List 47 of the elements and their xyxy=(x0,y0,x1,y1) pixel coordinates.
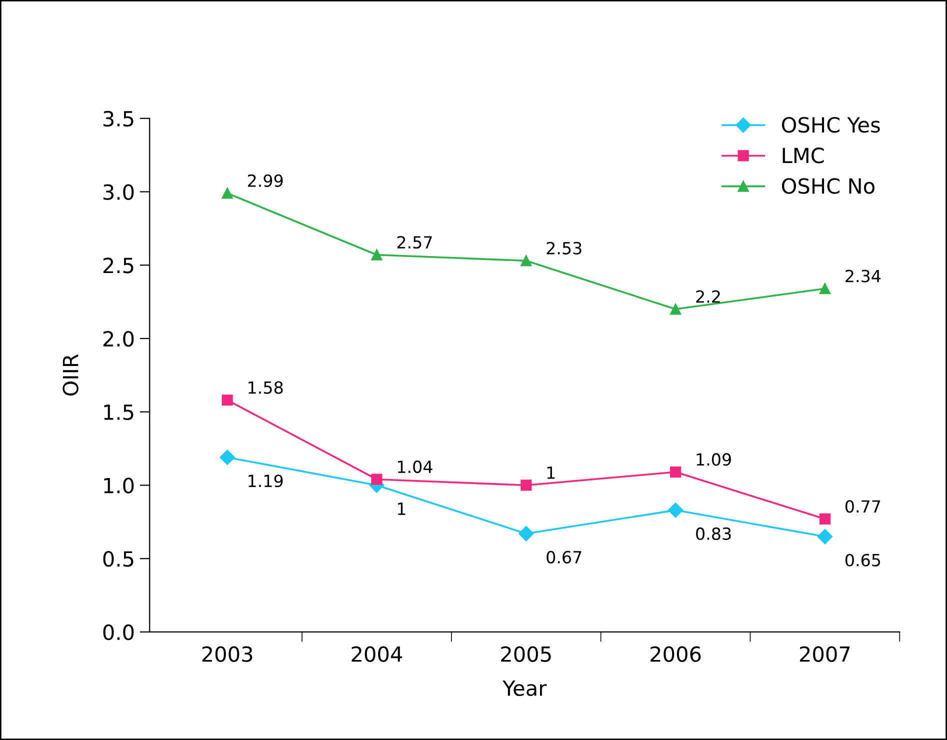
point xyxy=(819,283,830,294)
x-tick-label: 2006 xyxy=(650,646,701,662)
point xyxy=(819,513,830,525)
y-tick-label: 0.0 xyxy=(103,624,134,640)
point xyxy=(518,526,534,542)
x-tick-label: 2005 xyxy=(501,646,551,662)
point xyxy=(222,394,233,406)
point xyxy=(670,466,682,478)
y-tick-label: 0.5 xyxy=(103,551,134,567)
data-label: 0.77 xyxy=(845,500,880,513)
point xyxy=(220,450,235,465)
data-label: 1.58 xyxy=(248,381,283,394)
point xyxy=(817,529,833,544)
x-tick-label: 2003 xyxy=(202,646,252,662)
x-tick-label: 2004 xyxy=(352,646,402,662)
point xyxy=(222,188,233,199)
data-label: 0.83 xyxy=(696,527,731,540)
y-tick-label: 2.0 xyxy=(103,330,134,347)
point xyxy=(371,249,382,260)
point xyxy=(668,502,684,518)
data-label: 0.67 xyxy=(546,550,582,564)
data-label: 1.19 xyxy=(248,474,283,488)
point xyxy=(520,255,532,266)
data-label: 1.04 xyxy=(398,460,432,474)
point xyxy=(371,474,382,485)
data-label: 2.2 xyxy=(696,290,720,303)
point xyxy=(520,480,532,491)
data-label: 2.57 xyxy=(397,236,432,249)
point xyxy=(670,304,682,315)
data-label: 1 xyxy=(398,502,406,515)
data-label: 2.34 xyxy=(846,270,881,282)
x-axis-title: Year xyxy=(502,680,547,696)
y-tick-label: 1.5 xyxy=(104,404,134,420)
data-label: 2.99 xyxy=(248,174,283,187)
legend-label: OSHC No xyxy=(782,178,874,194)
data-label: 2.53 xyxy=(546,242,582,254)
legend-label: LMC xyxy=(782,148,824,164)
legend-label: OSHC Yes xyxy=(782,116,880,133)
x-tick-label: 2007 xyxy=(800,646,850,662)
y-tick-label: 1.0 xyxy=(104,478,134,494)
y-tick-label: 3.0 xyxy=(104,184,134,200)
data-label: 1.09 xyxy=(696,453,731,466)
data-label: 0.65 xyxy=(845,554,880,566)
data-label: 1 xyxy=(547,466,555,479)
y-tick-label: 3.5 xyxy=(104,110,134,127)
y-tick-label: 2.5 xyxy=(103,258,134,274)
y-axis-title: OIIR xyxy=(62,354,78,396)
